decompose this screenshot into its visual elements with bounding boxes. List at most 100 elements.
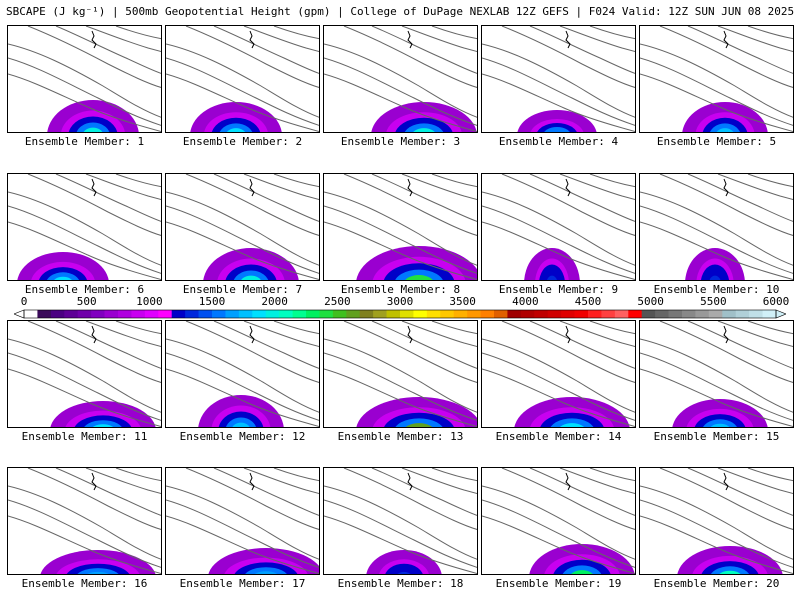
- height-contour: [747, 321, 793, 335]
- height-contour: [482, 57, 635, 126]
- height-contour: [431, 26, 477, 40]
- cape-fill: [539, 264, 565, 280]
- ensemble-map: [8, 468, 161, 574]
- colorbar-swatch: [614, 310, 629, 318]
- colorbar-swatch: [561, 310, 575, 318]
- height-contour: [115, 174, 161, 188]
- height-contour: [640, 191, 793, 266]
- colorbar-tick-label: 2500: [324, 295, 351, 308]
- height-contour: [659, 468, 793, 530]
- ensemble-member-label: Ensemble Member: 2: [182, 135, 303, 148]
- height-contour: [640, 485, 793, 560]
- height-contour: [324, 221, 477, 280]
- cape-colorbar: [14, 309, 786, 319]
- coastline: [565, 178, 571, 197]
- colorbar-swatch: [185, 310, 199, 318]
- height-contour: [640, 73, 793, 132]
- colorbar-tick-label: 4500: [574, 295, 602, 308]
- height-contour: [166, 191, 319, 266]
- ensemble-member-label: Ensemble Member: 10: [653, 283, 780, 296]
- height-contour: [85, 174, 161, 200]
- height-contour: [213, 26, 319, 74]
- ensemble-map-panel: [639, 173, 794, 281]
- height-contour: [185, 26, 319, 88]
- ensemble-map-panel: [323, 173, 478, 281]
- colorbar-swatch: [386, 310, 401, 318]
- colorbar-swatch: [762, 310, 777, 318]
- colorbar-swatch: [467, 310, 481, 318]
- height-contour: [659, 321, 793, 383]
- ensemble-member-label: Ensemble Member: 11: [21, 430, 148, 443]
- colorbar-swatch: [722, 310, 737, 318]
- height-contour: [482, 352, 635, 421]
- coastline: [723, 472, 729, 491]
- height-contour: [640, 338, 793, 413]
- coastline: [249, 325, 255, 344]
- height-contour: [659, 174, 793, 236]
- colorbar-outline: [23, 309, 777, 319]
- coastline: [565, 30, 571, 49]
- height-contour: [371, 26, 477, 74]
- colorbar-swatch: [574, 310, 589, 318]
- height-contour: [166, 221, 319, 280]
- cape-fill: [232, 422, 250, 427]
- ensemble-map-panel: [165, 320, 320, 428]
- height-contour: [85, 468, 161, 494]
- height-contour: [640, 57, 793, 126]
- colorbar-min-arrow: [14, 309, 25, 319]
- height-contour: [273, 321, 319, 335]
- colorbar-swatch: [400, 310, 414, 318]
- coastline: [91, 178, 97, 197]
- colorbar-swatch: [655, 310, 669, 318]
- colorbar-swatch: [212, 310, 226, 318]
- height-contour: [640, 515, 793, 574]
- height-contour: [482, 485, 635, 560]
- height-contour: [717, 26, 793, 52]
- coastline: [91, 472, 97, 491]
- colorbar-swatch: [64, 310, 79, 318]
- ensemble-map-panel: [481, 173, 636, 281]
- height-contour: [115, 321, 161, 335]
- height-contour: [324, 515, 477, 574]
- coastline: [249, 472, 255, 491]
- ensemble-map: [8, 321, 161, 427]
- coastline: [249, 178, 255, 197]
- height-contour: [431, 468, 477, 482]
- height-contour: [8, 368, 161, 427]
- coastline: [723, 325, 729, 344]
- ensemble-member-label: Ensemble Member: 16: [21, 577, 148, 590]
- cape-fill: [226, 128, 246, 132]
- height-contour: [501, 468, 635, 530]
- height-contour: [640, 205, 793, 274]
- height-contour: [8, 57, 161, 126]
- colorbar-max-arrow: [775, 309, 786, 319]
- cape-fill: [405, 423, 433, 427]
- colorbar-swatch: [144, 310, 159, 318]
- colorbar-swatch: [279, 310, 293, 318]
- cape-fill: [550, 130, 564, 132]
- ensemble-map-panel: [639, 320, 794, 428]
- height-contour: [371, 321, 477, 369]
- ensemble-map-panel: [7, 320, 162, 428]
- cape-fill: [405, 275, 433, 280]
- colorbar-swatch: [198, 310, 213, 318]
- height-contour: [324, 352, 477, 421]
- height-contour: [589, 174, 635, 188]
- height-contour: [371, 468, 477, 516]
- ensemble-map-panel: [481, 25, 636, 133]
- ensemble-map-panel: [639, 467, 794, 575]
- height-contour: [27, 26, 161, 88]
- cape-fill: [550, 418, 594, 427]
- height-contour: [640, 43, 793, 118]
- colorbar-swatch: [588, 310, 602, 318]
- height-contour: [482, 191, 635, 266]
- height-contour: [27, 468, 161, 530]
- colorbar-swatch: [373, 310, 387, 318]
- height-contour: [115, 26, 161, 40]
- height-contour: [482, 205, 635, 274]
- cape-fill: [716, 128, 734, 132]
- height-contour: [27, 321, 161, 383]
- height-contour: [166, 368, 319, 427]
- ensemble-map: [324, 26, 477, 132]
- height-contour: [273, 26, 319, 40]
